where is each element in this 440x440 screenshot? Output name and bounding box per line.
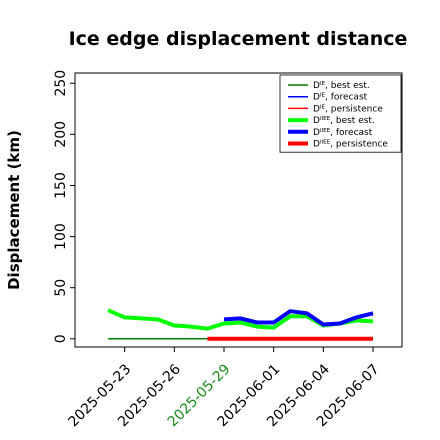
chart-title: Ice edge displacement distance bbox=[69, 28, 408, 50]
series-layer bbox=[107, 308, 374, 341]
y-axis-label: Displacement (km) bbox=[5, 130, 23, 290]
legend-box bbox=[279, 74, 402, 153]
legend-entry: DIIEE, best est. bbox=[313, 116, 375, 126]
y-tick-label: 100 bbox=[53, 223, 69, 250]
y-tick-label: 0 bbox=[53, 334, 69, 343]
legend-entry: DIE, forecast bbox=[313, 93, 368, 103]
series-line-1 bbox=[223, 309, 374, 327]
legend-entry: DIE, best est. bbox=[313, 81, 370, 91]
legend-entry: DIE, persistence bbox=[313, 104, 383, 114]
y-tick-label: 250 bbox=[53, 70, 69, 97]
y-tick-label: 50 bbox=[53, 279, 69, 297]
y-tick-label: 200 bbox=[53, 121, 69, 148]
legend-entry: DIIEE, persistence bbox=[313, 140, 388, 150]
legend-entry: DIIEE, forecast bbox=[313, 128, 373, 138]
y-tick-label: 150 bbox=[53, 172, 69, 199]
plot-frame bbox=[74, 72, 403, 348]
